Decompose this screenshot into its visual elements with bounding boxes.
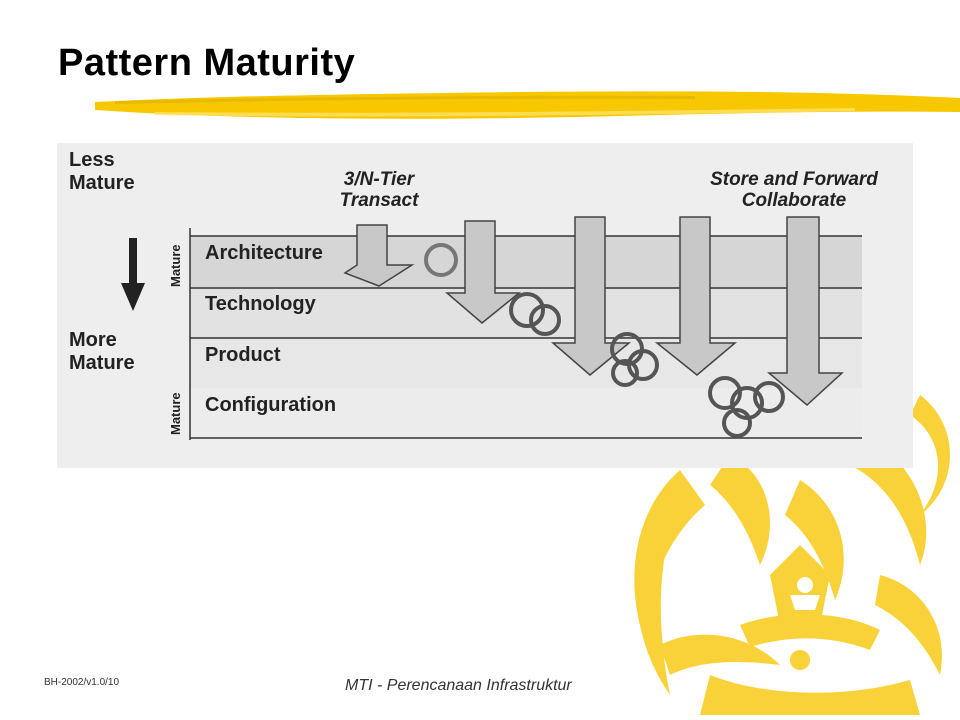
mature-vertical-label-bottom: Mature [168,392,183,435]
band-label-architecture: Architecture [205,242,323,264]
band-architecture-bg [190,236,862,288]
slide-title: Pattern Maturity [58,42,356,84]
band-product-bg [190,338,862,388]
diagram-graphic [121,216,862,440]
pattern-maturity-diagram: Less Mature More Mature Mature Mature Ar… [57,143,913,468]
more-mature-label: More Mature [69,329,135,374]
band-label-configuration: Configuration [205,394,337,416]
mature-vertical-label-top: Mature [168,244,183,287]
less-mature-label: Less Mature [69,149,135,194]
callout-store-forward: Store and Forward Collaborate [710,169,878,211]
band-label-product: Product [205,344,281,366]
band-label-technology: Technology [205,293,316,315]
footer-version: BH-2002/v1.0/10 [44,677,120,688]
band-technology-bg [190,288,862,338]
callout-ntier-transact: 3/N-Tier Transact [339,169,419,211]
title-underline-brush [95,91,960,119]
cycle-icons [424,243,785,438]
university-emblem-ornament [634,395,950,715]
footer-course: MTI - Perencanaan Infrastruktur [345,677,572,694]
step-arrows [343,216,844,406]
maturity-down-arrow [121,238,145,311]
